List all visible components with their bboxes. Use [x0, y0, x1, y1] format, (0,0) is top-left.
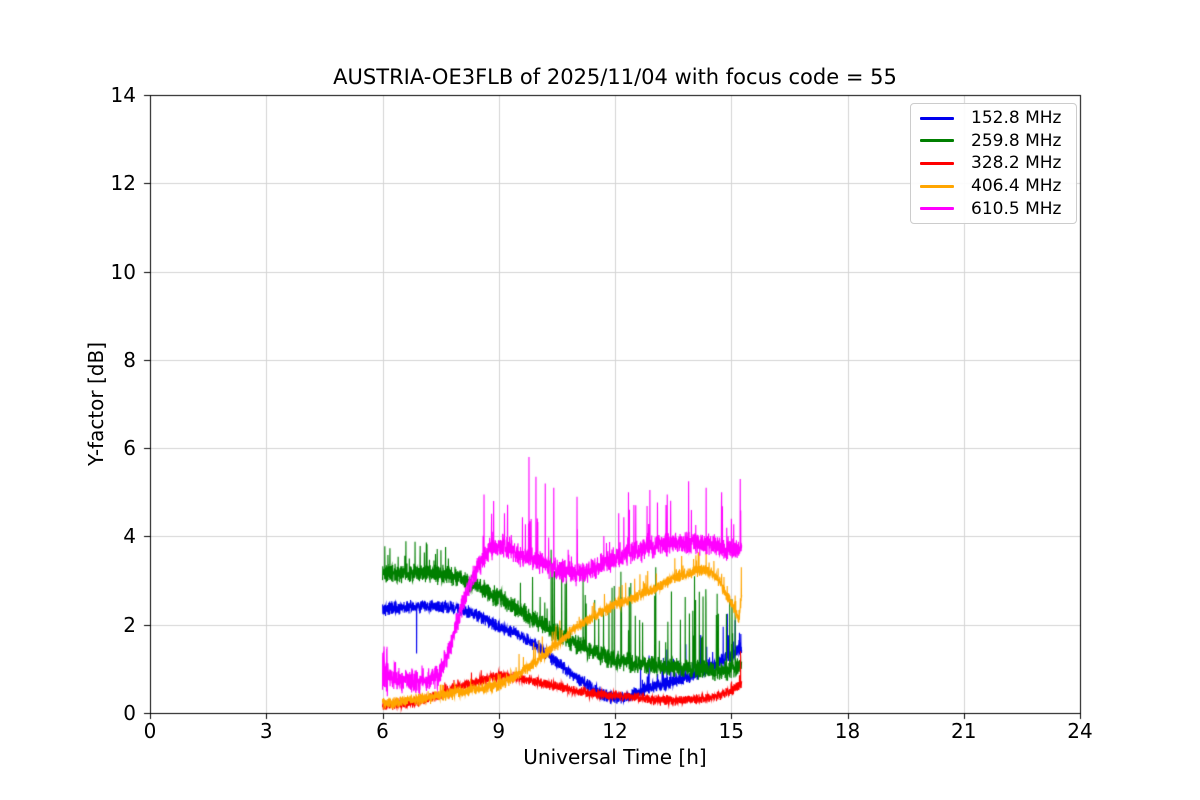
legend-line-swatch	[920, 116, 954, 120]
x-tick-label: 3	[259, 719, 273, 743]
x-tick-label: 12	[602, 719, 628, 743]
y-tick-label: 2	[123, 612, 136, 637]
y-tick-label: 0	[123, 701, 136, 725]
legend-line-swatch	[920, 184, 954, 188]
y-tick-label: 4	[123, 524, 136, 549]
x-tick-label: 18	[834, 719, 861, 743]
legend-item: 152.8 MHz	[911, 107, 1076, 129]
x-tick-label: 0	[143, 719, 157, 743]
x-tick-label: 9	[492, 719, 506, 743]
legend: 152.8 MHz 259.8 MHz 328.2 MHz 406.4 MHz 610.…	[910, 103, 1077, 224]
legend-item: 610.5 MHz	[911, 198, 1076, 220]
legend-item-label: 328.2 MHz	[971, 153, 1062, 174]
legend-item-label: 610.5 MHz	[971, 198, 1062, 219]
legend-item: 259.8 MHz	[911, 130, 1076, 152]
y-tick-label: 12	[110, 171, 136, 196]
x-axis-label: Universal Time [h]	[523, 745, 707, 769]
legend-item-label: 259.8 MHz	[971, 130, 1062, 151]
x-tick-label: 21	[951, 719, 977, 743]
legend-line-swatch	[920, 161, 954, 165]
x-tick-label: 24	[1067, 719, 1093, 743]
x-tick-label: 15	[718, 719, 744, 743]
y-tick-label: 6	[123, 436, 136, 461]
legend-item: 406.4 MHz	[911, 175, 1076, 197]
legend-item-label: 406.4 MHz	[971, 176, 1062, 197]
y-tick-label: 8	[123, 347, 136, 372]
y-tick-label: 10	[110, 259, 136, 284]
chart-title: AUSTRIA-OE3FLB of 2025/11/04 with focus …	[333, 65, 897, 89]
y-tick-label: 14	[110, 83, 136, 107]
legend-line-swatch	[920, 207, 954, 211]
legend-item-label: 152.8 MHz	[971, 108, 1062, 129]
legend-item: 328.2 MHz	[911, 152, 1076, 174]
legend-line-swatch	[920, 139, 954, 143]
x-tick-label: 6	[376, 719, 389, 743]
